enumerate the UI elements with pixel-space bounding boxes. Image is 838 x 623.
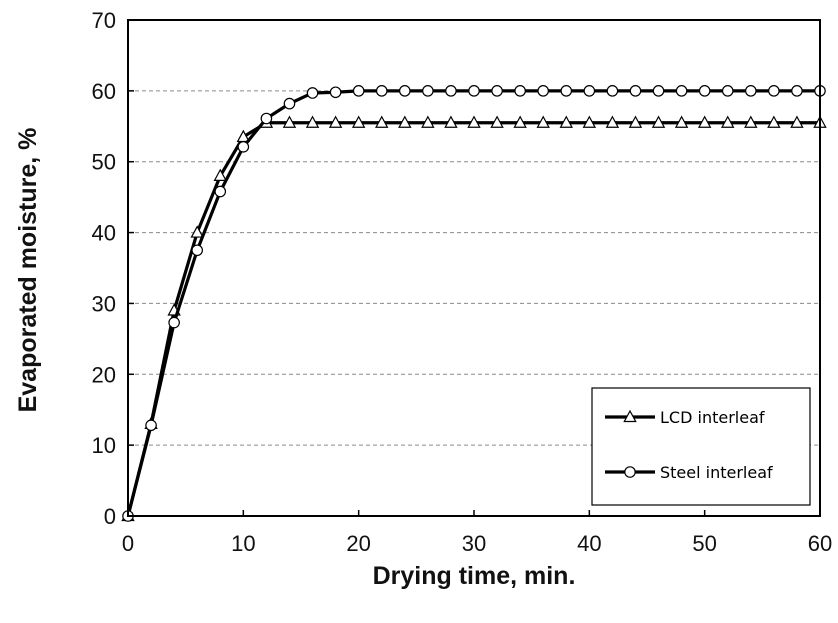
data-point-circle: [652, 85, 665, 97]
data-point-circle: [214, 185, 227, 198]
data-point-triangle: [490, 115, 504, 128]
data-point-triangle: [721, 115, 735, 128]
legend-label: LCD interleaf: [660, 408, 765, 427]
legend-triangle-marker: [623, 409, 637, 423]
x-tick-label-50: 50: [692, 531, 716, 556]
data-point-circle: [306, 87, 319, 99]
y-tick-label-60: 60: [92, 79, 116, 104]
data-point-triangle: [536, 115, 550, 128]
data-point-triangle: [744, 115, 758, 128]
data-point-triangle: [582, 115, 597, 128]
legend-item-lcd-interleaf: LCD interleaf: [605, 408, 765, 427]
data-point-triangle: [513, 115, 527, 128]
data-point-triangle: [767, 115, 781, 128]
data-point-triangle: [398, 115, 412, 128]
data-point-circle: [398, 85, 411, 97]
data-point-circle: [468, 85, 480, 97]
x-tick-label-10: 10: [231, 531, 255, 556]
data-point-circle: [514, 85, 526, 97]
data-point-circle: [791, 85, 803, 97]
x-tick-label-60: 60: [808, 531, 832, 556]
series-layer: [121, 85, 827, 522]
data-point-circle: [491, 85, 503, 97]
data-point-circle: [698, 85, 711, 97]
data-point-circle: [375, 85, 388, 97]
y-tick-label-50: 50: [92, 150, 116, 175]
axis-ticks: 0 10 20 30 40 50 60 70 0 10 20 30 40 50 60: [92, 8, 833, 556]
data-point-circle: [422, 85, 434, 97]
data-point-triangle: [375, 115, 389, 128]
y-tick-label-70: 70: [92, 8, 116, 33]
x-tick-label-40: 40: [577, 531, 601, 556]
legend-box: [591, 387, 811, 506]
data-point-triangle: [467, 115, 481, 128]
data-point-triangle: [305, 115, 320, 128]
data-point-circle: [537, 85, 549, 97]
data-point-triangle: [190, 225, 204, 238]
data-point-circle: [352, 85, 365, 97]
data-point-circle: [145, 419, 157, 432]
x-tick-label-20: 20: [346, 531, 370, 556]
x-axis-title: Drying time, min.: [373, 562, 576, 590]
series-lcd-interleaf: [121, 115, 827, 522]
data-point-circle: [168, 316, 180, 329]
y-tick-label-30: 30: [92, 291, 116, 316]
data-point-triangle: [559, 115, 573, 128]
y-tick-label-40: 40: [92, 221, 116, 246]
data-point-triangle: [605, 115, 620, 128]
data-point-circle: [283, 97, 296, 110]
data-point-circle: [329, 86, 342, 99]
data-point-circle: [560, 85, 573, 97]
data-point-circle: [721, 85, 734, 97]
data-point-triangle: [328, 115, 343, 128]
data-point-circle: [445, 85, 457, 97]
data-point-circle: [260, 112, 273, 125]
data-point-triangle: [282, 115, 297, 128]
data-point-triangle: [444, 115, 458, 128]
data-point-triangle: [790, 115, 804, 128]
y-tick-label-0: 0: [104, 504, 116, 529]
y-axis-title: Evaporated moisture, %: [14, 128, 42, 413]
data-point-triangle: [351, 115, 366, 128]
legend: LCD interleaf Steel interleaf: [591, 387, 811, 506]
series-steel-interleaf: [122, 85, 826, 522]
data-point-circle: [606, 85, 619, 97]
legend-circle-marker: [624, 466, 636, 478]
y-tick-label-20: 20: [92, 362, 116, 387]
data-point-triangle: [421, 115, 435, 128]
y-tick-label-10: 10: [92, 433, 116, 458]
data-point-circle: [629, 85, 642, 97]
data-point-circle: [768, 85, 780, 97]
data-point-triangle: [674, 115, 689, 128]
data-point-circle: [675, 85, 688, 97]
data-point-circle: [744, 85, 757, 97]
data-point-triangle: [213, 168, 227, 181]
x-tick-label-30: 30: [462, 531, 486, 556]
data-point-triangle: [651, 115, 666, 128]
x-tick-label-0: 0: [122, 531, 134, 556]
data-point-circle: [237, 141, 250, 153]
data-point-circle: [191, 244, 203, 257]
data-point-triangle: [697, 115, 712, 128]
data-point-circle: [583, 85, 596, 97]
data-point-triangle: [628, 115, 643, 128]
legend-item-steel-interleaf: Steel interleaf: [605, 463, 773, 482]
legend-label: Steel interleaf: [660, 463, 773, 482]
